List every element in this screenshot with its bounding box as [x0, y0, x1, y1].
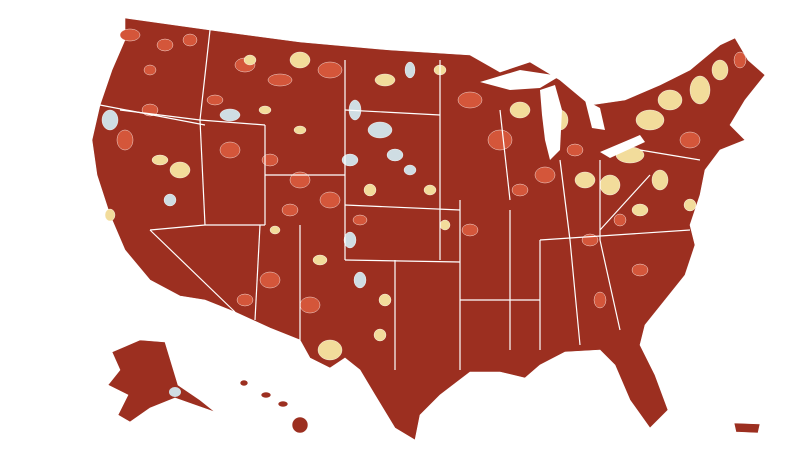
county-patch [574, 171, 596, 189]
county-patch [509, 101, 531, 119]
state-border [149, 229, 236, 313]
county-patch [711, 59, 729, 81]
county-patch [679, 131, 701, 149]
county-patch [101, 109, 119, 131]
county-patch [363, 183, 377, 197]
county-patch [317, 339, 343, 361]
county-patch [219, 141, 241, 159]
state-border [149, 224, 206, 231]
puerto-rico [733, 422, 761, 434]
county-patch [487, 129, 513, 151]
great-lakes [480, 70, 645, 160]
lake-huron [585, 100, 605, 130]
county-patch [299, 296, 321, 314]
hawaii-island [239, 379, 249, 387]
county-patch [593, 291, 607, 309]
county-patch [613, 213, 627, 227]
county-patch [293, 125, 307, 135]
county-patch [312, 254, 328, 266]
county-patch [219, 108, 241, 122]
county-patch [104, 208, 116, 222]
county-patch [259, 271, 281, 289]
state-border [199, 119, 206, 226]
alaska [107, 339, 216, 423]
county-patch [289, 51, 311, 69]
state-border [569, 239, 581, 346]
county-patch [267, 73, 293, 87]
county-patch [341, 153, 359, 167]
state-border [539, 229, 691, 241]
hawaii-island [291, 416, 309, 434]
county-patch [269, 225, 281, 235]
state-border [99, 104, 206, 126]
county-patch [116, 129, 134, 151]
county-patch [374, 73, 396, 87]
county-patch [566, 143, 584, 157]
county-patch [461, 223, 479, 237]
county-patch [169, 161, 191, 179]
state-border [599, 239, 621, 331]
state-borders [99, 29, 701, 370]
lake-erie [600, 135, 645, 158]
county-patch [281, 203, 299, 217]
county-patch [353, 271, 367, 289]
state-border [199, 119, 266, 126]
county-patch [631, 263, 649, 277]
contiguous-us [91, 17, 766, 441]
county-patch [631, 203, 649, 217]
county-patch [651, 169, 669, 191]
county-patch [261, 153, 279, 167]
county-patch [439, 219, 451, 231]
county-patch [352, 214, 368, 226]
county-patch [236, 293, 254, 307]
county-patch [317, 61, 343, 79]
county-patch [163, 193, 177, 207]
county-patch [423, 184, 437, 196]
county-patch [378, 293, 392, 307]
county-patch [683, 198, 697, 212]
land [91, 17, 766, 441]
county-patch [367, 121, 393, 139]
state-border [344, 259, 461, 263]
state-border [499, 109, 511, 201]
county-patch [151, 154, 169, 166]
state-border [599, 174, 651, 231]
lake-michigan [540, 85, 562, 160]
county-patch [143, 64, 157, 76]
county-patch [243, 54, 257, 66]
county-patch [319, 191, 341, 209]
county-patch [156, 38, 174, 52]
county-patch [373, 328, 387, 342]
county-patch [289, 171, 311, 189]
state-border [344, 109, 441, 116]
county-patch [386, 148, 404, 162]
county-patch [733, 51, 747, 69]
lake-superior [480, 70, 560, 90]
county-patch [343, 231, 357, 249]
county-patch [635, 109, 665, 131]
state-border [344, 204, 461, 211]
county-patch [169, 387, 181, 397]
county-patch [599, 174, 621, 196]
state-border [639, 149, 701, 161]
county-patch [119, 28, 141, 42]
county-patch [206, 94, 224, 106]
county-patch [511, 183, 529, 197]
county-patch [258, 105, 272, 115]
county-patch [534, 166, 556, 184]
hawaii-island [260, 391, 272, 399]
state-border [199, 29, 211, 121]
county-patch [457, 91, 483, 109]
state-border [559, 159, 571, 241]
county-patch [182, 33, 198, 47]
state-border [254, 224, 261, 321]
county-patch [689, 75, 711, 105]
county-patch [404, 61, 416, 79]
county-patch [657, 89, 683, 111]
county-patch [403, 164, 417, 176]
hawaii-island [277, 400, 289, 408]
